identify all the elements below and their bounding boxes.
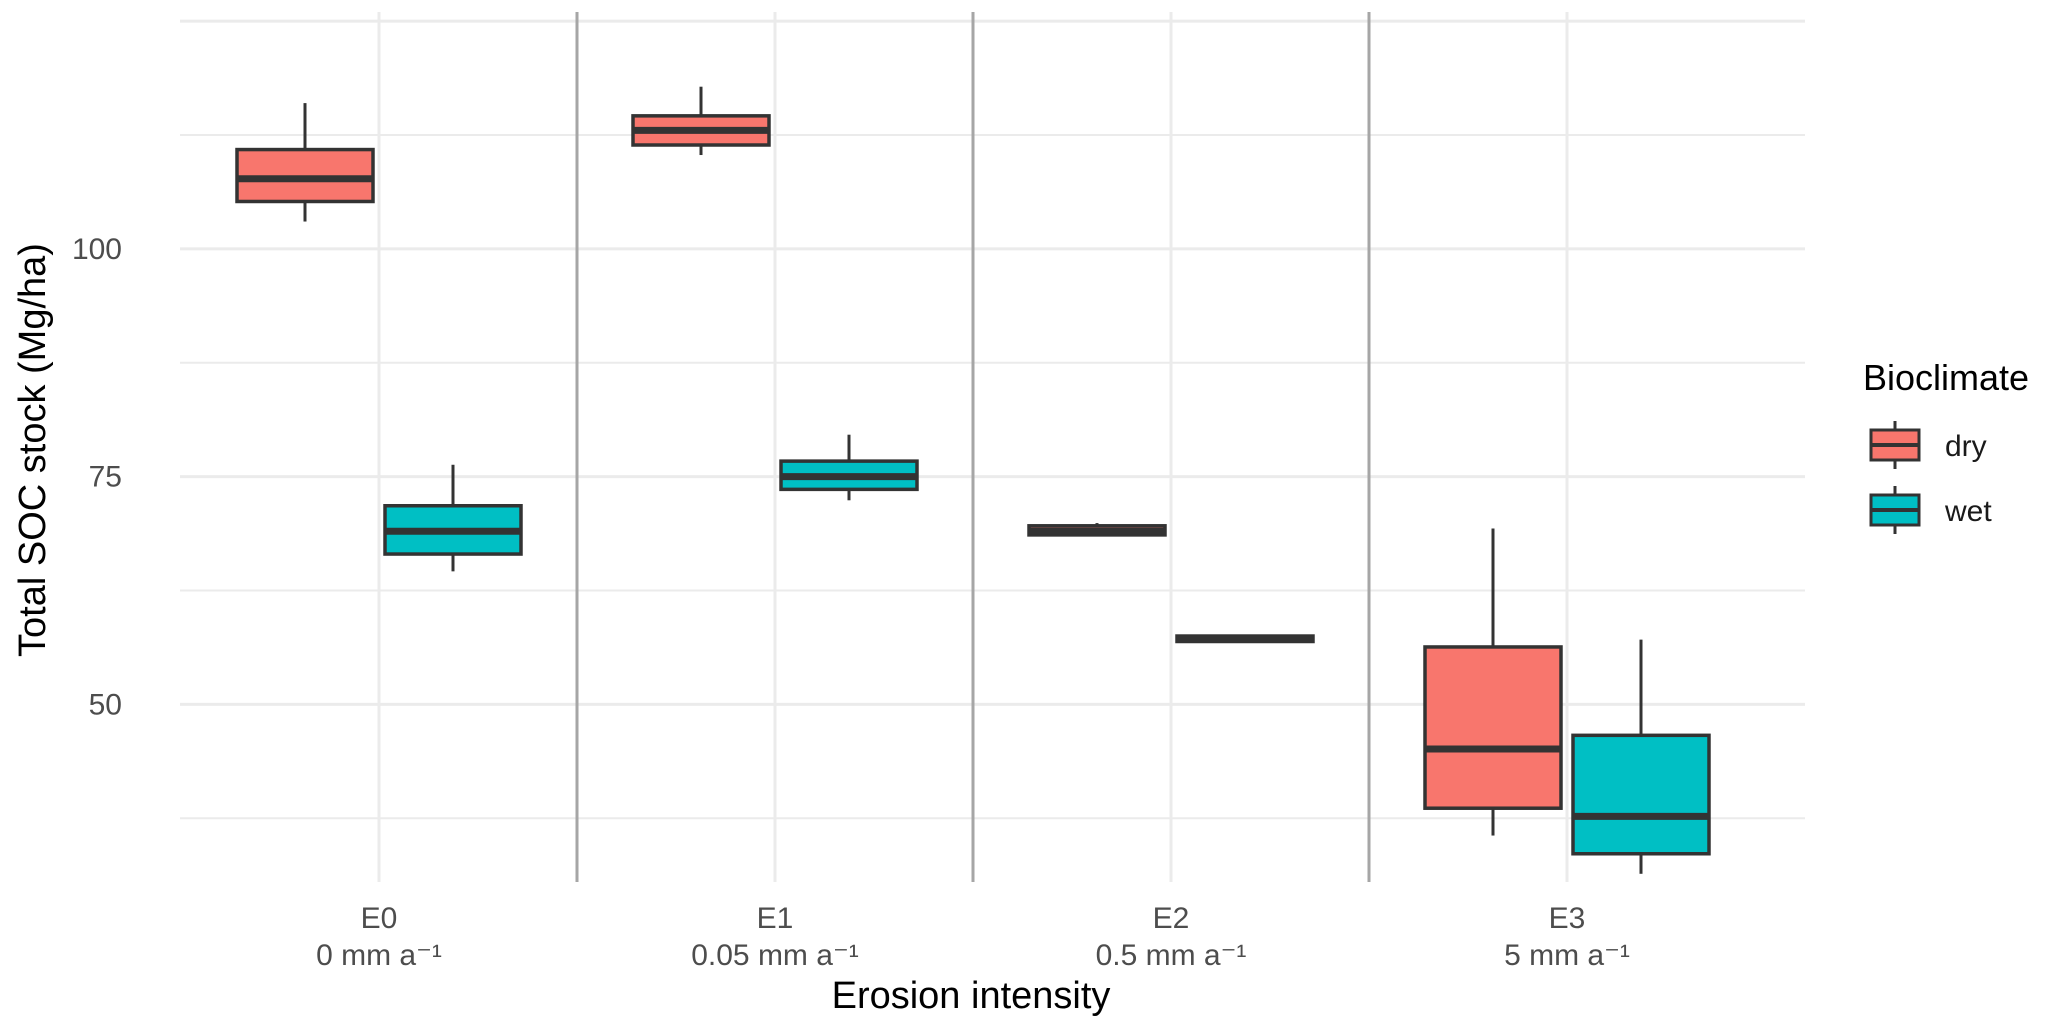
category-separators (575, 12, 1371, 882)
boxes (235, 86, 1711, 874)
gridlines (180, 12, 1805, 882)
box-wet-E0 (383, 464, 523, 572)
x-axis-title: Erosion intensity (832, 975, 1111, 1017)
x-tick-label-code: E0 (361, 902, 398, 935)
legend-item-dry: dry (1869, 421, 1987, 469)
box-dry-E0 (235, 103, 375, 222)
legend-title: Bioclimate (1863, 357, 2029, 398)
y-axis-ticks: 50 75 100 (72, 233, 122, 721)
x-tick-label-code: E2 (1153, 902, 1190, 935)
x-tick-label-code: E1 (757, 902, 794, 935)
y-tick-label: 100 (72, 233, 122, 266)
x-axis-ticks: E0 0 mm a⁻¹ E1 0.05 mm a⁻¹ E2 0.5 mm a⁻¹ E3 5 m… (316, 902, 1630, 972)
box-dry-E2 (1027, 523, 1167, 537)
legend-label: wet (1944, 495, 1992, 528)
box-dry-E1 (631, 86, 771, 156)
x-tick-label-rate: 0.05 mm a⁻¹ (691, 939, 859, 972)
box-wet-E2 (1175, 634, 1315, 644)
y-tick-label: 50 (89, 688, 122, 721)
x-tick-label-code: E3 (1549, 902, 1586, 935)
box-dry-E3 (1423, 528, 1563, 836)
box-iqr (1423, 645, 1563, 810)
legend: Bioclimate dry wet (1863, 357, 2029, 534)
legend-label: dry (1945, 430, 1987, 463)
y-axis-title: Total SOC stock (Mg/ha) (12, 243, 54, 657)
x-tick-label-rate: 0.5 mm a⁻¹ (1096, 939, 1247, 972)
box-iqr (1571, 733, 1711, 856)
box-wet-E1 (779, 434, 919, 501)
y-tick-label: 75 (89, 461, 122, 494)
box-wet-E3 (1571, 639, 1711, 874)
x-tick-label-rate: 5 mm a⁻¹ (1504, 939, 1630, 972)
x-tick-label-rate: 0 mm a⁻¹ (316, 939, 442, 972)
legend-item-wet: wet (1869, 486, 1992, 534)
